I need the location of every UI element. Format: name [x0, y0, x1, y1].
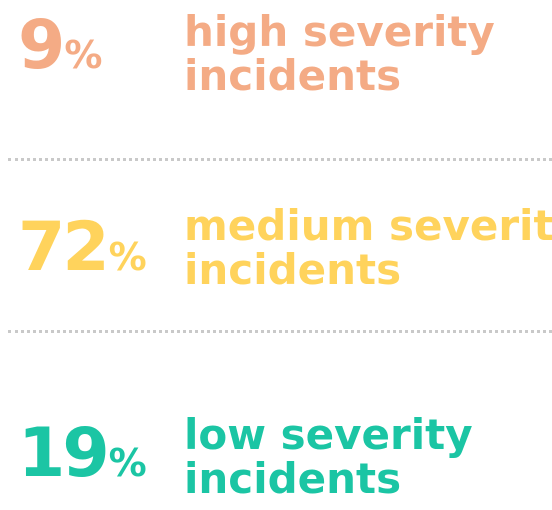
stat-value-high: 9%	[18, 12, 102, 80]
stat-label-medium: medium severity incidents	[184, 204, 552, 292]
stat-label-line2-high: incidents	[184, 51, 402, 100]
stat-value-low: 19%	[18, 420, 147, 488]
stat-percent-sign-low: %	[108, 441, 147, 485]
stat-number-high: 9	[18, 6, 65, 85]
stat-label-high: high severity incidents	[184, 10, 495, 98]
stat-label-line2-medium: incidents	[184, 245, 402, 294]
stat-label-line2-low: incidents	[184, 454, 402, 503]
dotted-divider	[8, 330, 552, 333]
stat-label-line1-medium: medium severity	[184, 201, 552, 250]
stat-number-low: 19	[18, 414, 110, 493]
stat-percent-sign-medium: %	[108, 235, 147, 279]
stat-label-low: low severity incidents	[184, 413, 473, 501]
stat-percent-sign-high: %	[64, 33, 103, 77]
stat-number-medium: 72	[18, 208, 110, 287]
stat-value-medium: 72%	[18, 214, 147, 282]
dotted-divider	[8, 158, 552, 161]
stat-label-line1-low: low severity	[184, 410, 473, 459]
stat-label-line1-high: high severity	[184, 7, 495, 56]
